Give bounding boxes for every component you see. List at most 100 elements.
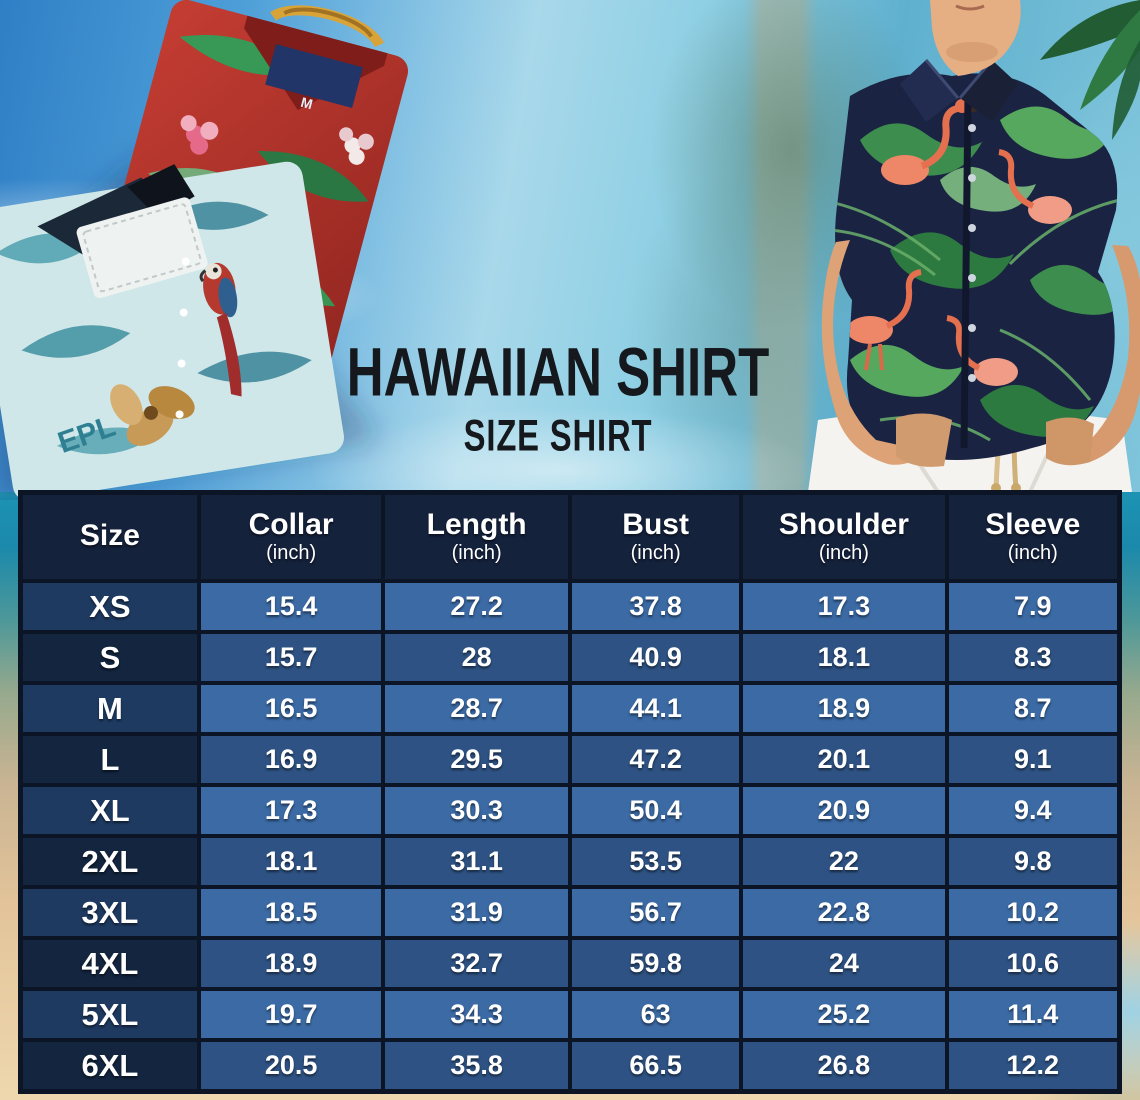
white-flower-icon (339, 127, 374, 165)
collar-cell: 15.4 (198, 581, 384, 632)
size-cell: 6XL (21, 1040, 199, 1091)
length-cell: 31.9 (383, 887, 570, 938)
length-cell: 27.2 (383, 581, 570, 632)
parrot-icon (199, 262, 242, 397)
header-bust: Bust (inch) (569, 493, 742, 581)
sleeve-cell: 9.4 (946, 785, 1119, 836)
bust-cell: 59.8 (569, 938, 742, 989)
collar-cell: 18.9 (198, 938, 384, 989)
size-cell: 4XL (21, 938, 199, 989)
man-arms (821, 240, 1140, 467)
shoulder-cell: 24 (741, 938, 947, 989)
sleeve-cell: 9.8 (946, 836, 1119, 887)
size-cell: 5XL (21, 989, 199, 1040)
bust-cell: 66.5 (569, 1040, 742, 1091)
table-header-row: Size Collar (inch) Length (inch) Bust (i… (21, 493, 1119, 581)
bust-cell: 53.5 (569, 836, 742, 887)
sleeve-cell: 8.3 (946, 632, 1119, 683)
length-cell: 28.7 (383, 683, 570, 734)
chest-pocket (76, 197, 208, 299)
size-cell: XL (21, 785, 199, 836)
length-cell: 30.3 (383, 785, 570, 836)
teal-hawaiian-shirt: EPL (0, 161, 345, 500)
folded-shirts-photo: M (0, 0, 409, 500)
sleeve-cell: 11.4 (946, 989, 1119, 1040)
page-subtitle: SIZE SHIRT (463, 411, 653, 461)
shoulder-cell: 26.8 (741, 1040, 947, 1091)
header-size: Size (21, 493, 199, 581)
bust-cell: 37.8 (569, 581, 742, 632)
size-table: Size Collar (inch) Length (inch) Bust (i… (18, 490, 1122, 1094)
monstera-leaf-icon (850, 106, 1118, 437)
hibiscus-flower-icon (180, 115, 219, 155)
sleeve-cell: 8.7 (946, 683, 1119, 734)
table-row: XS 15.4 27.2 37.8 17.3 7.9 (21, 581, 1119, 632)
bust-cell: 63 (569, 989, 742, 1040)
bust-cell: 40.9 (569, 632, 742, 683)
bust-cell: 44.1 (569, 683, 742, 734)
palm-leaves-photo (1040, 0, 1140, 140)
table-row: L 16.9 29.5 47.2 20.1 9.1 (21, 734, 1119, 785)
collar-cell: 20.5 (198, 1040, 384, 1091)
shoulder-cell: 17.3 (741, 581, 947, 632)
right-hand (1046, 417, 1094, 466)
bust-cell: 47.2 (569, 734, 742, 785)
size-cell: XS (21, 581, 199, 632)
header-collar: Collar (inch) (198, 493, 384, 581)
table-row: S 15.7 28 40.9 18.1 8.3 (21, 632, 1119, 683)
shoulder-cell: 22.8 (741, 887, 947, 938)
length-cell: 35.8 (383, 1040, 570, 1091)
left-hand (896, 413, 952, 467)
header-sleeve: Sleeve (inch) (946, 493, 1119, 581)
sleeve-cell: 9.1 (946, 734, 1119, 785)
shoulder-cell: 20.1 (741, 734, 947, 785)
length-cell: 28 (383, 632, 570, 683)
shoulder-cell: 18.1 (741, 632, 947, 683)
collar-cell: 17.3 (198, 785, 384, 836)
size-cell: L (21, 734, 199, 785)
table-row: 5XL 19.7 34.3 63 25.2 11.4 (21, 989, 1119, 1040)
tan-hibiscus-icon (110, 384, 195, 446)
collar-cell: 18.5 (198, 887, 384, 938)
bust-cell: 56.7 (569, 887, 742, 938)
page-title: HAWAIIAN SHIRT (346, 334, 770, 411)
sleeve-cell: 7.9 (946, 581, 1119, 632)
title-block: HAWAIIAN SHIRT SIZE SHIRT (308, 338, 808, 461)
size-cell: 2XL (21, 836, 199, 887)
size-tag-text: M (299, 94, 314, 112)
table-row: 3XL 18.5 31.9 56.7 22.8 10.2 (21, 887, 1119, 938)
collar-cell: 16.9 (198, 734, 384, 785)
neck-label (265, 44, 363, 108)
shoulder-cell: 22 (741, 836, 947, 887)
header-length: Length (inch) (383, 493, 570, 581)
table-row: M 16.5 28.7 44.1 18.9 8.7 (21, 683, 1119, 734)
sleeve-cell: 12.2 (946, 1040, 1119, 1091)
table-row: XL 17.3 30.3 50.4 20.9 9.4 (21, 785, 1119, 836)
size-cell: M (21, 683, 199, 734)
shoulder-cell: 25.2 (741, 989, 947, 1040)
size-cell: 3XL (21, 887, 199, 938)
table-row: 6XL 20.5 35.8 66.5 26.8 12.2 (21, 1040, 1119, 1091)
shirt-buttons (968, 124, 976, 382)
size-table-body: XS 15.4 27.2 37.8 17.3 7.9 S 15.7 28 40.… (21, 581, 1119, 1091)
flamingo-hawaiian-shirt (835, 59, 1118, 460)
length-cell: 31.1 (383, 836, 570, 887)
man-face (930, 0, 1021, 76)
man-model-photo (808, 0, 1140, 492)
sleeve-cell: 10.6 (946, 938, 1119, 989)
size-cell: S (21, 632, 199, 683)
header-shoulder: Shoulder (inch) (741, 493, 947, 581)
length-cell: 32.7 (383, 938, 570, 989)
shoulder-cell: 18.9 (741, 683, 947, 734)
collar-cell: 16.5 (198, 683, 384, 734)
shoulder-cell: 20.9 (741, 785, 947, 836)
collar-cell: 18.1 (198, 836, 384, 887)
shirt-collar (900, 60, 958, 122)
table-row: 4XL 18.9 32.7 59.8 24 10.6 (21, 938, 1119, 989)
length-cell: 29.5 (383, 734, 570, 785)
sleeve-cell: 10.2 (946, 887, 1119, 938)
bust-cell: 50.4 (569, 785, 742, 836)
collar-cell: 15.7 (198, 632, 384, 683)
table-row: 2XL 18.1 31.1 53.5 22 9.8 (21, 836, 1119, 887)
